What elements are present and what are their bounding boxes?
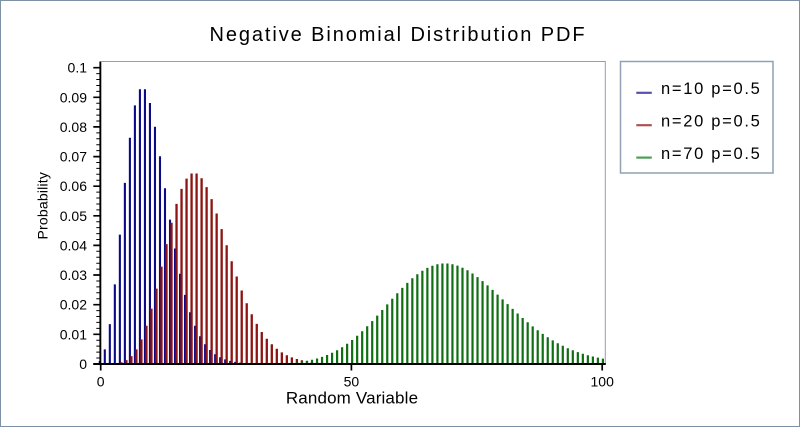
svg-text:Probability: Probability [35, 172, 51, 240]
svg-text:0.04: 0.04 [60, 237, 87, 253]
svg-text:Negative Binomial Distribution: Negative Binomial Distribution PDF [210, 24, 587, 46]
svg-text:Random Variable: Random Variable [286, 388, 418, 407]
svg-text:0.05: 0.05 [60, 208, 87, 224]
svg-text:0: 0 [79, 356, 87, 372]
svg-text:0.06: 0.06 [60, 178, 87, 194]
svg-text:0.02: 0.02 [60, 297, 87, 313]
svg-text:50: 50 [344, 374, 360, 390]
svg-text:n=70 p=0.5: n=70 p=0.5 [661, 145, 762, 163]
svg-text:100: 100 [591, 374, 615, 390]
svg-text:0.07: 0.07 [60, 149, 87, 165]
svg-text:0.01: 0.01 [60, 326, 87, 342]
svg-text:0.08: 0.08 [60, 119, 87, 135]
svg-text:n=10 p=0.5: n=10 p=0.5 [661, 80, 762, 98]
svg-text:0.1: 0.1 [68, 60, 88, 76]
svg-text:0.03: 0.03 [60, 267, 87, 283]
svg-text:n=20 p=0.5: n=20 p=0.5 [661, 113, 762, 131]
svg-text:0: 0 [97, 374, 105, 390]
svg-text:0.09: 0.09 [60, 89, 87, 105]
